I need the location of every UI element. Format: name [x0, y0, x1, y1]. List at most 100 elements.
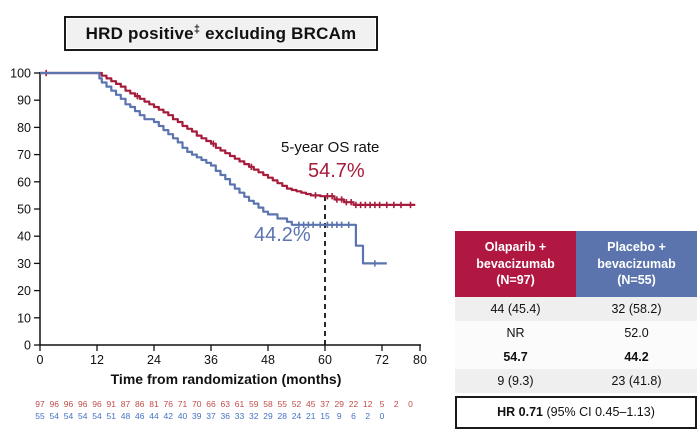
y-tick-label: 40	[17, 230, 31, 244]
at-risk-count: 28	[278, 411, 288, 421]
at-risk-count: 22	[349, 399, 359, 409]
y-tick-label: 30	[17, 257, 31, 271]
at-risk-count: 58	[263, 399, 273, 409]
at-risk-count: 37	[206, 411, 216, 421]
at-risk-count: 5	[380, 399, 385, 409]
table-row: 9 (9.3) 23 (41.8)	[455, 369, 697, 393]
at-risk-count: 32	[249, 411, 259, 421]
at-risk-count: 48	[121, 411, 131, 421]
at-risk-count: 52	[292, 399, 302, 409]
x-tick-label: 48	[261, 353, 275, 367]
x-tick-label: 80	[413, 353, 427, 367]
at-risk-count: 2	[365, 411, 370, 421]
y-tick-label: 70	[17, 148, 31, 162]
y-tick-label: 80	[17, 121, 31, 135]
figure-title-text: HRD positive‡ excluding BRCAm	[85, 22, 357, 43]
table-cell: 44 (45.4)	[490, 302, 541, 316]
at-risk-count: 39	[192, 411, 202, 421]
summary-table-header: Olaparib + bevacizumab (N=97) Placebo + …	[455, 231, 697, 297]
at-risk-count: 55	[278, 399, 288, 409]
x-tick-label: 24	[147, 353, 161, 367]
hazard-ratio-footer: HR 0.71 (95% CI 0.45–1.13)	[455, 396, 697, 429]
y-tick-label: 60	[17, 175, 31, 189]
y-tick-label: 50	[17, 203, 31, 217]
summary-table: Olaparib + bevacizumab (N=97) Placebo + …	[455, 231, 697, 429]
y-tick-label: 10	[17, 311, 31, 325]
at-risk-count: 0	[408, 399, 413, 409]
x-tick-label: 36	[204, 353, 218, 367]
at-risk-count: 54	[92, 411, 102, 421]
y-tick-label: 20	[17, 284, 31, 298]
at-risk-count: 2	[394, 399, 399, 409]
at-risk-count: 97	[35, 399, 45, 409]
table-row: NR 52.0	[455, 321, 697, 345]
x-tick-label: 60	[318, 353, 332, 367]
at-risk-count: 66	[206, 399, 216, 409]
at-risk-count: 87	[121, 399, 131, 409]
y-tick-label: 90	[17, 94, 31, 108]
at-risk-count: 91	[107, 399, 117, 409]
dagger-superscript: ‡	[193, 22, 201, 35]
placebo-km-curve	[40, 71, 387, 265]
at-risk-count: 76	[164, 399, 174, 409]
x-tick-label: 0	[37, 353, 44, 367]
at-risk-count: 61	[235, 399, 245, 409]
at-risk-count: 29	[263, 411, 273, 421]
header-placebo-arm: Placebo + bevacizumab (N=55)	[576, 231, 697, 297]
at-risk-count: 81	[149, 399, 159, 409]
at-risk-count: 12	[363, 399, 373, 409]
at-risk-count: 33	[235, 411, 245, 421]
at-risk-count: 55	[35, 411, 45, 421]
at-risk-count: 45	[306, 399, 316, 409]
at-risk-count: 9	[337, 411, 342, 421]
at-risk-count: 29	[335, 399, 345, 409]
figure-title: HRD positive‡ excluding BRCAm	[64, 16, 378, 51]
at-risk-count: 70	[192, 399, 202, 409]
five-year-os-rate-label: 5-year OS rate	[281, 139, 380, 156]
x-axis-title: Time from randomization (months)	[111, 371, 342, 387]
table-row: 54.7 44.2	[455, 345, 697, 369]
at-risk-count: 63	[221, 399, 231, 409]
at-risk-count: 96	[78, 399, 88, 409]
table-cell: 32 (58.2)	[611, 302, 662, 316]
at-risk-count: 37	[320, 399, 330, 409]
at-risk-count: 36	[221, 411, 231, 421]
at-risk-count: 54	[64, 411, 74, 421]
at-risk-count: 0	[380, 411, 385, 421]
table-row: 44 (45.4) 32 (58.2)	[455, 297, 697, 321]
y-tick-label: 0	[24, 339, 31, 353]
table-cell: 54.7	[503, 350, 528, 364]
at-risk-count: 42	[164, 411, 174, 421]
at-risk-count: 40	[178, 411, 188, 421]
at-risk-count: 54	[50, 411, 60, 421]
hazard-ratio-ci: (95% CI 0.45–1.13)	[542, 405, 655, 419]
table-cell: NR	[506, 326, 525, 340]
at-risk-count: 51	[107, 411, 117, 421]
table-cell: 52.0	[624, 326, 649, 340]
at-risk-count: 21	[306, 411, 316, 421]
at-risk-count: 15	[320, 411, 330, 421]
summary-table-body: 44 (45.4) 32 (58.2) NR 52.0 54.7 44.2 9 (9.3) 2…	[455, 297, 697, 393]
at-risk-count: 96	[92, 399, 102, 409]
olaparib-os-rate-value: 54.7%	[308, 160, 365, 182]
at-risk-count: 46	[135, 411, 145, 421]
at-risk-count: 59	[249, 399, 259, 409]
y-tick-label: 100	[10, 67, 31, 81]
x-tick-label: 12	[90, 353, 104, 367]
at-risk-count: 44	[149, 411, 159, 421]
at-risk-count: 86	[135, 399, 145, 409]
at-risk-count: 54	[78, 411, 88, 421]
table-cell: 9 (9.3)	[497, 374, 534, 388]
table-cell: 23 (41.8)	[611, 374, 662, 388]
at-risk-count: 96	[64, 399, 74, 409]
at-risk-count: 6	[351, 411, 356, 421]
at-risk-count: 71	[178, 399, 188, 409]
placebo-os-rate-value: 44.2%	[254, 224, 311, 246]
at-risk-count: 96	[50, 399, 60, 409]
header-olaparib-arm: Olaparib + bevacizumab (N=97)	[455, 231, 576, 297]
table-cell: 44.2	[624, 350, 649, 364]
hazard-ratio-value: HR 0.71	[497, 405, 543, 419]
at-risk-count: 24	[292, 411, 302, 421]
